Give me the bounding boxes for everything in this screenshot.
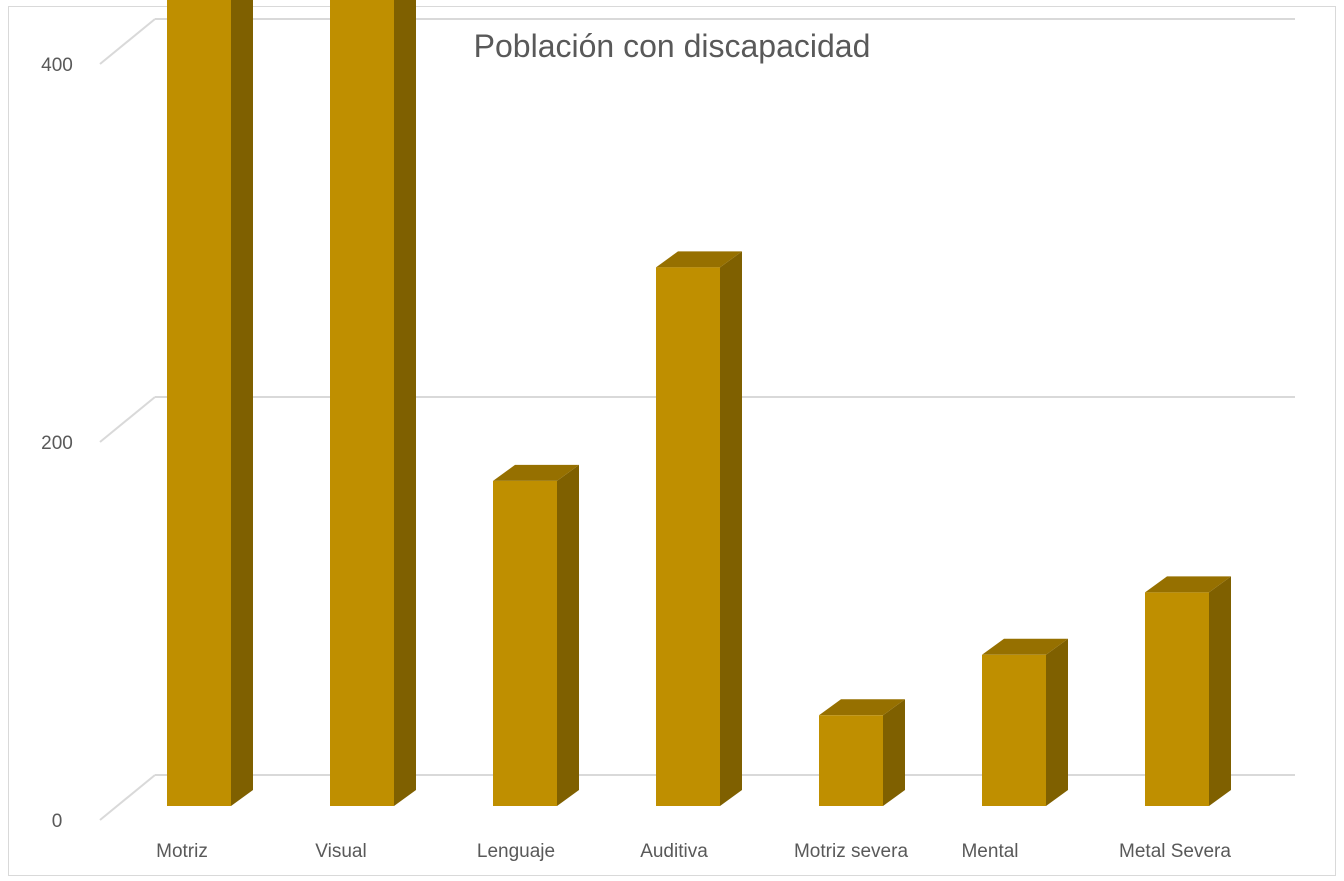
x-tick-label: Metal Severa <box>1119 841 1231 862</box>
x-tick-label: Auditiva <box>640 841 708 862</box>
y-tick-label: 0 <box>52 811 63 832</box>
x-tick-label: Motriz <box>156 841 208 862</box>
bar-front <box>656 267 720 807</box>
gridline-perspective <box>99 396 156 443</box>
bar-side <box>1209 576 1231 806</box>
bar-side <box>1046 638 1068 806</box>
chart-title: Población con discapacidad <box>473 28 871 64</box>
gridline-perspective <box>99 18 156 65</box>
bar-side <box>394 0 416 806</box>
bar-side <box>883 699 905 806</box>
bar-lenguaje <box>493 464 579 806</box>
bar-top <box>493 464 579 481</box>
bar-front <box>982 654 1046 806</box>
bar-front <box>330 0 394 806</box>
bar-side <box>231 0 253 806</box>
bar-mental <box>982 638 1068 806</box>
bar-motriz <box>167 0 253 806</box>
y-tick-label: 200 <box>41 433 73 454</box>
y-tick-label: 400 <box>41 55 73 76</box>
bar-metal-severa <box>1145 576 1231 806</box>
gridline-perspective <box>99 774 156 821</box>
bar-top <box>1145 576 1231 593</box>
bar-front <box>819 715 883 806</box>
bar-top <box>656 251 742 268</box>
x-tick-label: Motriz severa <box>794 841 908 862</box>
x-tick-label: Visual <box>315 841 366 862</box>
bar-front <box>167 0 231 806</box>
bar-front <box>493 480 557 806</box>
x-tick-label: Lenguaje <box>477 841 555 862</box>
bar-side <box>720 251 742 807</box>
bar-top <box>982 638 1068 655</box>
x-tick-label: Mental <box>961 841 1018 862</box>
bar-visual <box>330 0 416 806</box>
bar-top <box>819 699 905 716</box>
bar-front <box>1145 592 1209 806</box>
bar-motriz-severa <box>819 699 905 806</box>
bar-side <box>557 464 579 806</box>
bar-auditiva <box>656 251 742 807</box>
